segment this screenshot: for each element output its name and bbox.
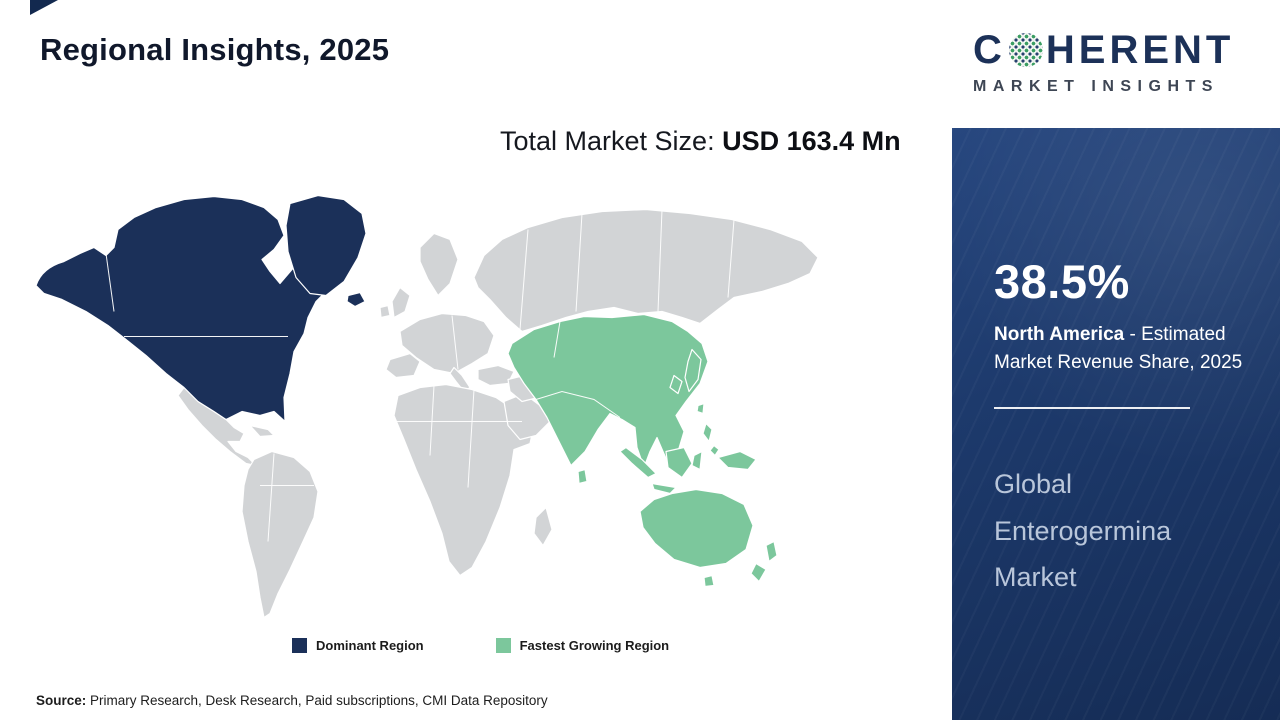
total-market-size-label: Total Market Size: xyxy=(500,126,723,156)
legend: Dominant Region Fastest Growing Region xyxy=(292,638,669,653)
total-market-size-value: USD 163.4 Mn xyxy=(722,126,901,156)
dominant-region-shapes xyxy=(35,194,367,423)
share-percentage: 38.5% xyxy=(994,255,1130,308)
new-zealand-north-region xyxy=(765,540,778,563)
korea-region xyxy=(669,374,683,395)
source-label: Source: xyxy=(36,693,87,708)
sulawesi-region xyxy=(691,450,703,471)
fastest-growing-region-shapes xyxy=(507,313,778,588)
philippines-region xyxy=(702,422,713,443)
madagascar-region xyxy=(533,506,553,547)
uk-region xyxy=(391,286,411,319)
greenland-region xyxy=(285,194,367,297)
java-region xyxy=(651,482,677,495)
stats-panel: 38.5% North America - Estimated Market R… xyxy=(952,128,1280,720)
share-region: North America xyxy=(994,324,1125,345)
dominant-region-swatch xyxy=(292,638,307,653)
source-text: Primary Research, Desk Research, Paid su… xyxy=(86,693,548,708)
cuba-region xyxy=(249,424,275,438)
tasmania-region xyxy=(703,574,715,588)
asia-region xyxy=(507,313,709,469)
world-map xyxy=(22,188,842,626)
sri-lanka-region xyxy=(577,468,588,485)
fastest-region-label: Fastest Growing Region xyxy=(519,638,670,653)
africa-region xyxy=(393,383,535,577)
sumatra-region xyxy=(619,446,657,479)
dominant-region-label: Dominant Region xyxy=(316,638,424,653)
legend-item-dominant: Dominant Region xyxy=(292,638,424,653)
north-america-region xyxy=(35,195,333,423)
australia-region xyxy=(639,488,754,569)
source-note: Source: Primary Research, Desk Research,… xyxy=(36,693,548,708)
total-market-size: Total Market Size: USD 163.4 Mn xyxy=(500,122,920,161)
page-title: Regional Insights, 2025 xyxy=(40,32,390,67)
ireland-region xyxy=(379,304,391,319)
dotted-globe-icon xyxy=(1008,33,1043,67)
europe-region xyxy=(399,312,495,375)
russia-north-asia-region xyxy=(473,208,819,333)
iceland-region xyxy=(346,291,366,308)
logo-prefix: C xyxy=(973,28,1006,72)
fastest-region-swatch xyxy=(495,638,511,653)
share-description: North America - Estimated Market Revenue… xyxy=(994,321,1246,377)
market-name: Global Enterogermina Market xyxy=(994,469,1172,593)
philippines-south-region xyxy=(709,444,720,457)
new-zealand-south-region xyxy=(750,562,767,583)
logo-suffix: HERENT xyxy=(1045,28,1235,72)
new-guinea-region xyxy=(717,450,757,471)
corner-decoration xyxy=(30,0,58,15)
turkey-greece-region xyxy=(477,364,515,387)
logo-wordmark: C HERENT xyxy=(973,30,1280,70)
iberia-region xyxy=(385,352,421,379)
company-logo: C HERENT MARKET INSIGHTS xyxy=(945,0,1280,128)
south-america-region xyxy=(241,450,319,619)
logo-subtitle: MARKET INSIGHTS xyxy=(973,78,1219,95)
country-borders xyxy=(105,209,735,542)
share-desc-text: - Estimated Market Revenue Share, 2025 xyxy=(994,324,1243,374)
borneo-region xyxy=(665,446,693,479)
japan-region xyxy=(684,348,702,393)
taiwan-region xyxy=(696,402,705,415)
right-column: C HERENT MARKET INSIGHTS 38.5% North Amer… xyxy=(945,0,1280,720)
panel-divider xyxy=(994,407,1190,410)
legend-item-fastest: Fastest Growing Region xyxy=(495,638,670,653)
scandinavia-region xyxy=(419,232,459,297)
